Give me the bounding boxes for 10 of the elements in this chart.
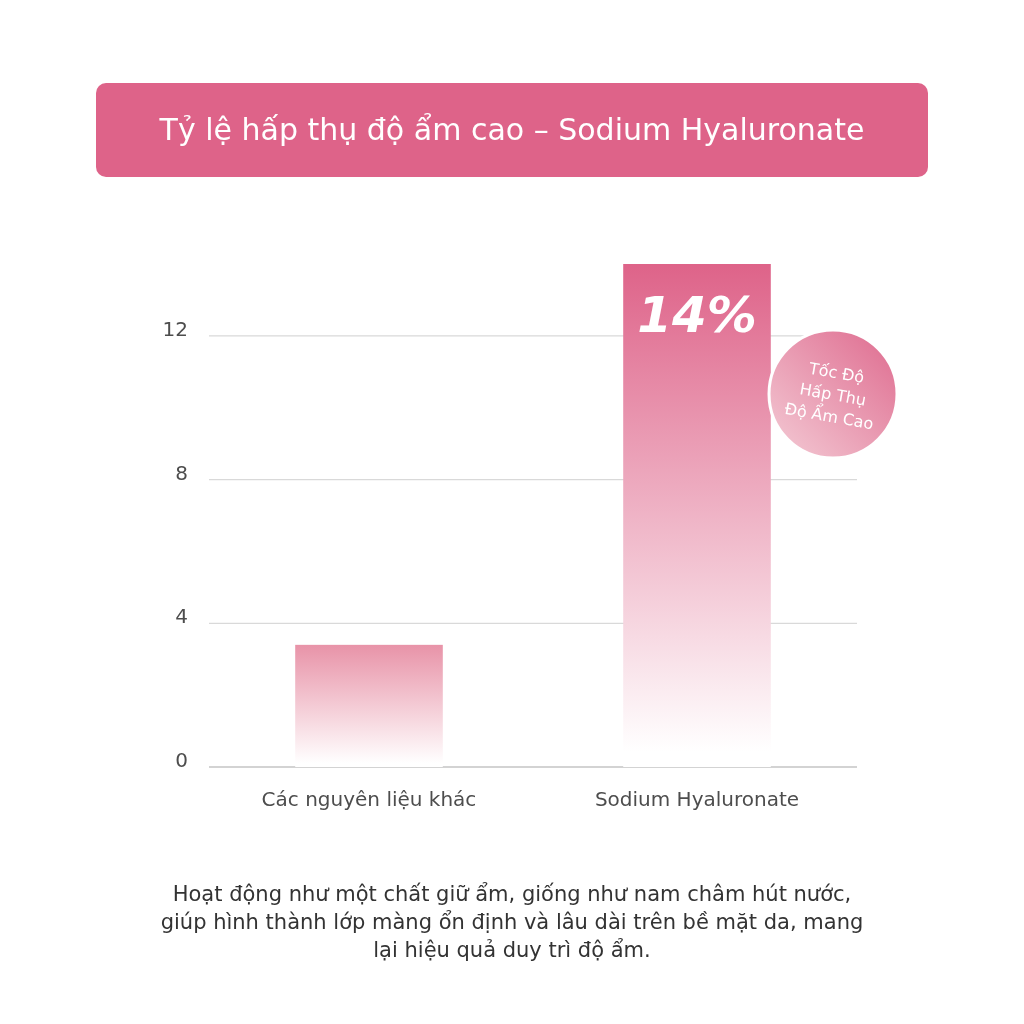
y-tick-label: 0	[175, 748, 188, 772]
data-label: 14%	[637, 286, 757, 344]
y-tick-label: 8	[175, 460, 188, 485]
y-tick-label: 12	[162, 316, 188, 341]
x-tick-label: Các nguyên liệu khác	[261, 787, 477, 811]
text: Hoạt động như một chất giữ ẩm, giống như nam châm hút nước, giúp hình thành lớp màng ổn định và lâu dài trên bề mặt da, mang lại hiệu quả duy trì độ ẩm.	[159, 881, 865, 964]
chart-title: Tỷ lệ hấp thụ độ ẩm cao – Sodium Hyaluronate	[158, 112, 865, 147]
y-tick-label: 4	[175, 604, 188, 629]
x-tick-label: Sodium Hyaluronate	[594, 787, 800, 811]
annotation: Tốc Độ Hấp Thụ Độ Ẩm Cao	[783, 358, 876, 434]
